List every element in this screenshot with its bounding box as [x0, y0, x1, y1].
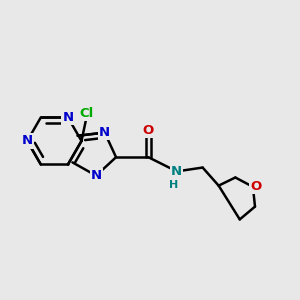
Text: H: H	[169, 180, 178, 190]
Text: O: O	[143, 124, 154, 136]
Text: Cl: Cl	[80, 107, 94, 120]
Text: N: N	[91, 169, 102, 182]
Text: N: N	[22, 134, 33, 148]
Text: N: N	[171, 165, 182, 178]
Text: N: N	[62, 111, 74, 124]
Text: O: O	[250, 180, 262, 193]
Text: N: N	[99, 126, 110, 139]
